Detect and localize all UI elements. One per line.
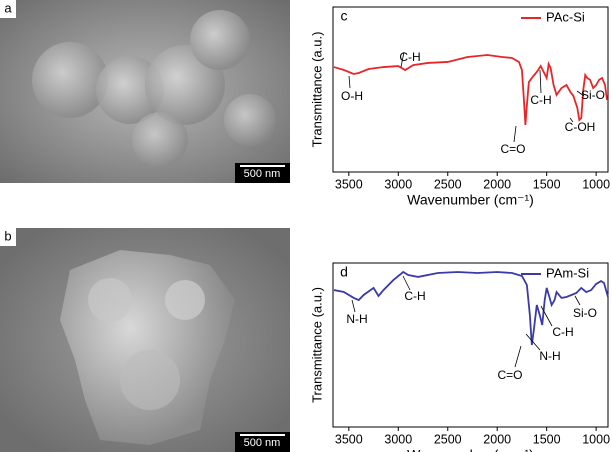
x-axis-label: Wavenumber (cm⁻¹) <box>407 447 534 452</box>
annotation-pointer <box>540 305 553 327</box>
x-tick-label: 1500 <box>533 177 561 191</box>
x-tick-label: 1000 <box>582 177 610 191</box>
x-tick-label: 2000 <box>483 177 511 191</box>
annotation: C=O <box>500 142 525 156</box>
sem-image-a: a 500 nm <box>0 0 290 183</box>
annotation: C-OH <box>565 120 596 134</box>
annotation: C=O <box>497 368 522 382</box>
annotation: C-H <box>530 93 551 107</box>
annotation-pointer <box>513 125 517 143</box>
plot-frame <box>332 262 609 428</box>
legend-label: PAm-Si <box>546 265 589 280</box>
panel-label: c <box>341 8 348 24</box>
x-tick-label: 2500 <box>434 177 462 191</box>
annotation-pointer <box>574 295 581 306</box>
annotation-pointer <box>576 90 585 97</box>
x-tick-label: 2000 <box>483 432 511 446</box>
annotation-pointer <box>348 75 351 89</box>
x-axis-label: Wavenumber (cm⁻¹) <box>407 192 534 208</box>
annotation: C-H <box>399 50 420 64</box>
panel-label: b <box>4 228 11 243</box>
x-tick-label: 3500 <box>335 177 363 191</box>
annotation: N-H <box>539 349 560 363</box>
spectrum-line <box>333 270 609 346</box>
annotation-pointer <box>351 299 356 313</box>
annotation-pointer <box>402 275 411 291</box>
y-axis-label: Transmittance (a.u.) <box>309 287 324 403</box>
scale-bar: 500 nm <box>244 168 281 180</box>
panel-label: a <box>4 0 12 15</box>
plot-frame <box>332 6 609 173</box>
x-tick-label: 1000 <box>582 432 610 446</box>
annotation: N-H <box>346 312 367 326</box>
annotation: O-H <box>341 89 363 103</box>
scale-bar: 500 nm <box>244 437 281 449</box>
sem-image-b: b 500 nm <box>0 228 290 452</box>
annotation: C-H <box>552 325 573 339</box>
x-tick-label: 3000 <box>384 177 412 191</box>
annotation: Si-O <box>581 88 605 102</box>
x-tick-label: 3500 <box>335 432 363 446</box>
annotation-pointer <box>569 117 574 123</box>
x-tick-label: 1500 <box>533 432 561 446</box>
annotation-pointer <box>539 69 542 94</box>
annotation-pointer <box>525 333 541 351</box>
annotation: Si-O <box>573 306 597 320</box>
y-axis-label: Transmittance (a.u.) <box>309 32 324 148</box>
spectrum-line <box>333 54 608 126</box>
x-tick-label: 3000 <box>384 432 412 446</box>
annotation: C-H <box>404 289 425 303</box>
annotation-pointer <box>514 345 522 368</box>
annotation-pointer <box>400 51 405 68</box>
panel-label: d <box>340 264 348 280</box>
legend-label: PAc-Si <box>546 9 585 24</box>
x-tick-label: 2500 <box>434 432 462 446</box>
